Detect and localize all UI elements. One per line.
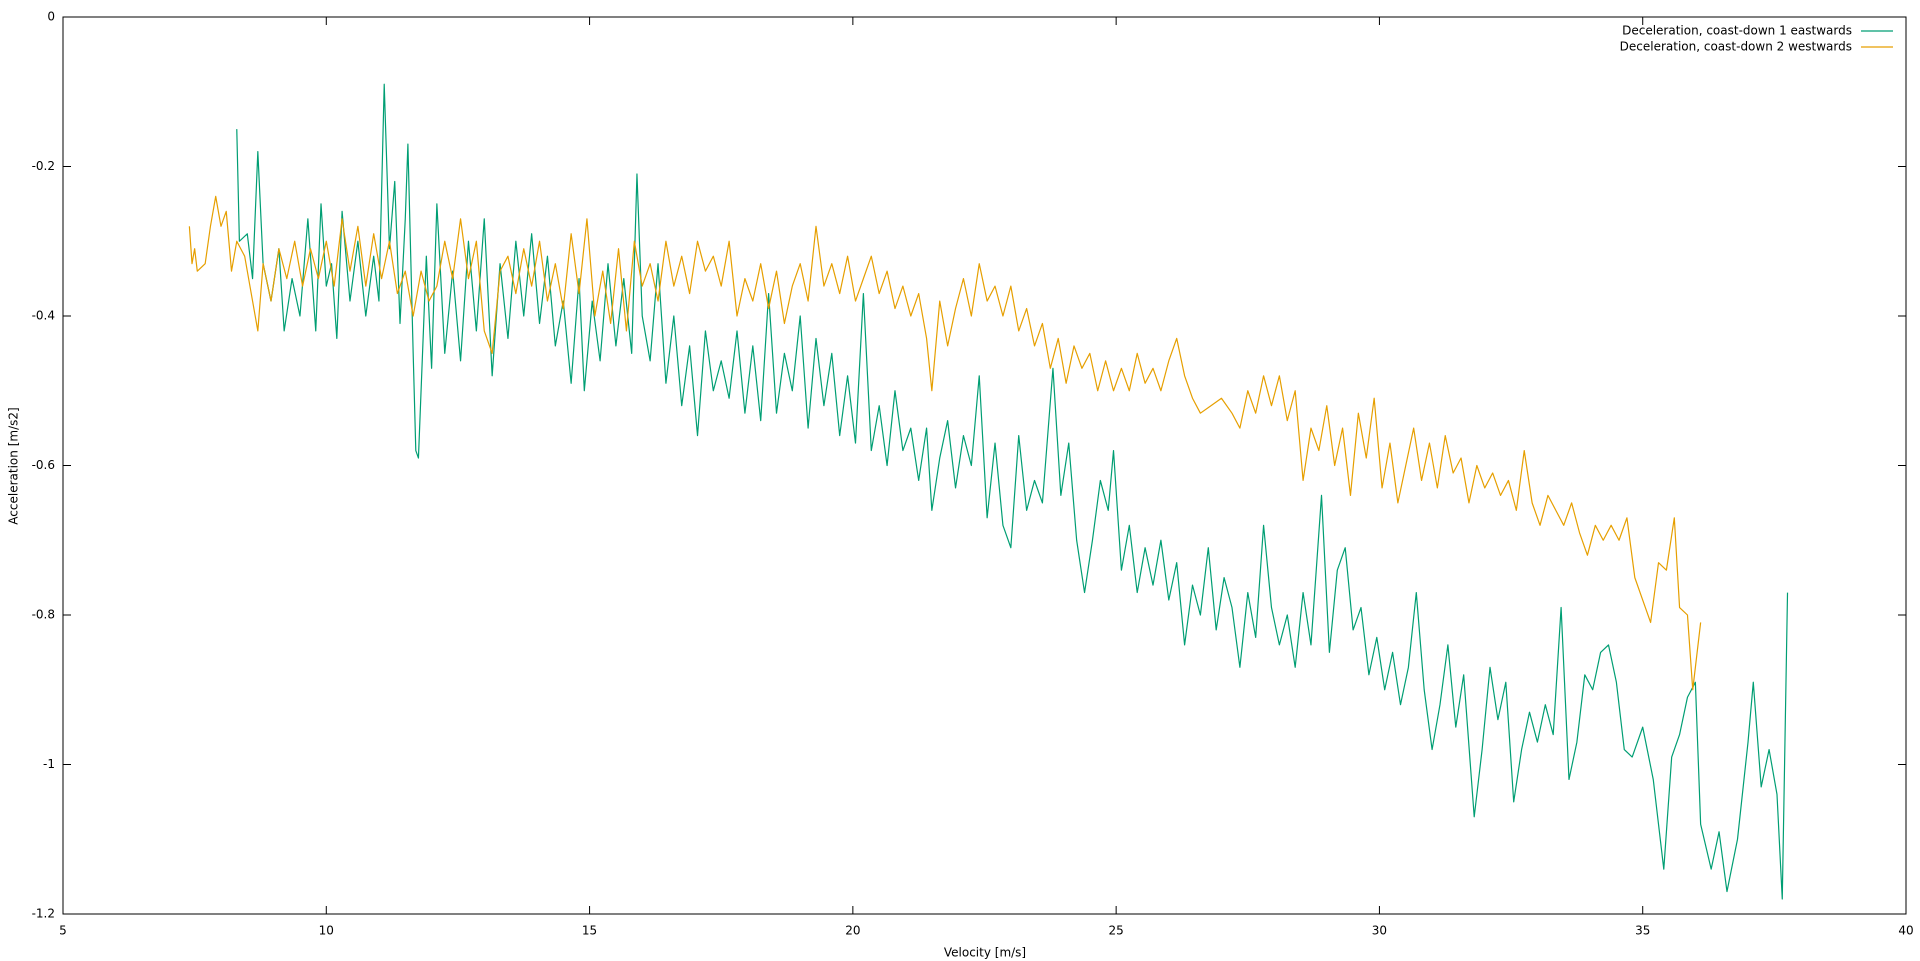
y-axis-label: Acceleration [m/s2] [7, 407, 21, 524]
x-tick-label: 30 [1372, 924, 1387, 938]
x-tick-label: 20 [845, 924, 860, 938]
y-tick-label: -0.4 [32, 309, 55, 323]
x-tick-label: 40 [1898, 924, 1913, 938]
y-tick-label: -0.2 [32, 159, 55, 173]
x-tick-label: 35 [1635, 924, 1650, 938]
y-tick-label: -1.2 [32, 907, 55, 921]
x-tick-label: 15 [582, 924, 597, 938]
y-tick-label: 0 [47, 10, 55, 24]
x-tick-label: 5 [59, 924, 67, 938]
legend-label: Deceleration, coast-down 2 westwards [1620, 40, 1852, 54]
data-line [236, 83, 1789, 900]
legend-label: Deceleration, coast-down 1 eastwards [1622, 24, 1852, 38]
data-line [188, 195, 1702, 691]
x-axis-label: Velocity [m/s] [944, 946, 1026, 960]
y-tick-label: -0.6 [32, 458, 55, 472]
x-tick-label: 25 [1109, 924, 1124, 938]
x-tick-label: 10 [319, 924, 334, 938]
y-tick-label: -1 [43, 757, 55, 771]
y-tick-label: -0.8 [32, 608, 55, 622]
